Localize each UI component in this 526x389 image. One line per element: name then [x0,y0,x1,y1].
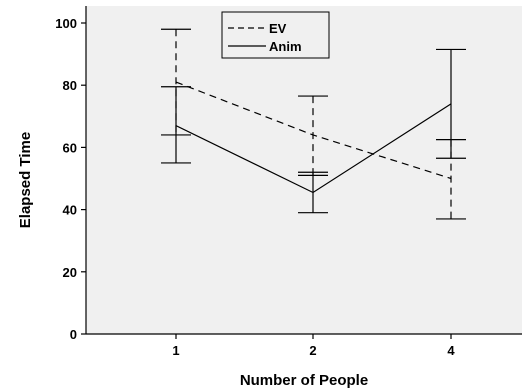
series-line-anim [175,103,452,194]
y-tick-label: 40 [63,203,77,218]
legend-label-ev: EV [269,21,287,36]
series-line-ev [175,81,452,180]
legend-label-anim: Anim [269,39,302,54]
y-tick-label: 80 [63,78,77,93]
y-tick-label: 0 [70,327,77,342]
y-tick-label: 100 [55,16,77,31]
x-tick-label: 1 [172,343,179,358]
plot-area [86,6,522,334]
x-tick-label: 2 [309,343,316,358]
legend-box [221,11,330,59]
x-tick-label: 4 [447,343,455,358]
marks [161,28,466,220]
y-tick-label: 20 [63,265,77,280]
y-tick-label: 60 [63,140,77,155]
axes: 0 20 40 60 80 100 1 2 4 [55,6,522,358]
y-axis-title: Elapsed Time [17,132,34,228]
legend: EV Anim [221,11,330,59]
x-axis-title: Number of People [240,372,368,389]
